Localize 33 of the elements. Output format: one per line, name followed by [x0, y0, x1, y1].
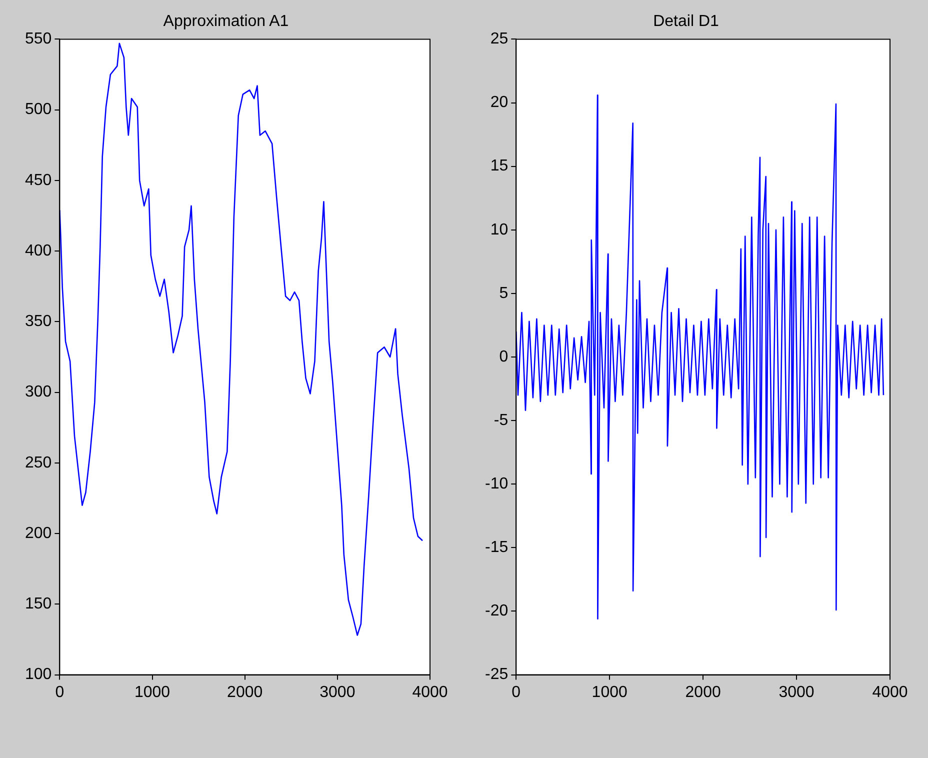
x-tick-label: 0: [512, 684, 521, 701]
y-tick-label: 300: [24, 384, 52, 401]
y-tick-label: 500: [24, 101, 52, 118]
y-tick-label: 450: [24, 172, 52, 189]
y-tick-label: -20: [485, 602, 508, 620]
y-tick-label: 20: [490, 94, 508, 112]
y-tick-label: 5: [499, 284, 508, 302]
y-tick-label: 100: [24, 666, 52, 684]
x-tick-label: 1000: [134, 684, 170, 701]
x-tick-label: 0: [55, 684, 64, 701]
x-tick-label: 4000: [872, 684, 908, 701]
x-tick-label: 2000: [227, 684, 263, 701]
y-tick-label: 10: [490, 221, 508, 238]
x-tick-label: 4000: [412, 684, 448, 701]
y-tick-label: 250: [24, 454, 52, 472]
y-tick-label: 0: [499, 348, 508, 366]
y-tick-label: 200: [24, 524, 52, 542]
y-tick-label: 25: [490, 30, 508, 48]
y-tick-label: -5: [494, 412, 508, 429]
y-tick-label: 15: [490, 158, 508, 175]
x-tick-label: 2000: [685, 684, 721, 701]
y-tick-label: -10: [485, 476, 508, 493]
chart-title: Approximation A1: [163, 13, 289, 30]
y-tick-label: -25: [485, 666, 508, 684]
y-tick-label: -15: [485, 539, 508, 556]
x-tick-label: 3000: [320, 684, 356, 701]
y-tick-label: 400: [24, 242, 52, 260]
x-tick-label: 3000: [778, 684, 814, 701]
y-tick-label: 550: [24, 30, 52, 48]
x-tick-label: 1000: [592, 684, 628, 701]
chart-title: Detail D1: [653, 13, 719, 30]
y-tick-label: 350: [24, 313, 52, 330]
y-tick-label: 150: [24, 596, 52, 613]
